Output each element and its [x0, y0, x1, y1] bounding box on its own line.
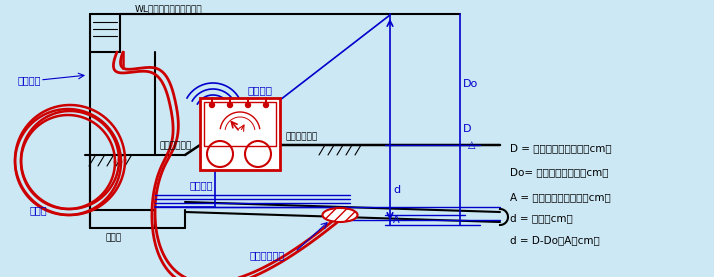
Text: D = 圧力を深さに換算（cm）: D = 圧力を深さに換算（cm） [510, 143, 612, 153]
Text: D: D [463, 124, 471, 134]
Text: Do: Do [463, 79, 478, 89]
Text: Do= 地上測量で得る（cm）: Do= 地上測量で得る（cm） [510, 167, 608, 177]
Circle shape [228, 102, 233, 107]
FancyBboxPatch shape [200, 98, 280, 170]
Text: 測定計器: 測定計器 [248, 85, 273, 95]
Text: ホース: ホース [30, 205, 48, 215]
Text: ＧＬ（地上）: ＧＬ（地上） [285, 132, 317, 142]
Ellipse shape [323, 208, 358, 222]
Text: ＧＬ（地上）: ＧＬ（地上） [160, 142, 192, 150]
Text: d = D-Do－A（cm）: d = D-Do－A（cm） [510, 235, 600, 245]
Text: △: △ [468, 140, 476, 150]
Circle shape [209, 102, 214, 107]
Text: A = 管路構造で決まる（cm）: A = 管路構造で決まる（cm） [510, 192, 610, 202]
Circle shape [246, 102, 251, 107]
Circle shape [263, 102, 268, 107]
Text: d = 土被（cm）: d = 土被（cm） [510, 213, 573, 223]
Text: 人　孔: 人 孔 [105, 234, 121, 242]
Text: WL（ウォーターレベル）: WL（ウォーターレベル） [135, 4, 203, 14]
FancyBboxPatch shape [204, 102, 276, 146]
Text: ケーブル: ケーブル [190, 180, 213, 190]
Text: 水タンク: 水タンク [18, 75, 41, 85]
Text: d: d [393, 185, 400, 195]
Text: A: A [393, 215, 400, 225]
Text: 水圧プローブ: 水圧プローブ [250, 250, 286, 260]
